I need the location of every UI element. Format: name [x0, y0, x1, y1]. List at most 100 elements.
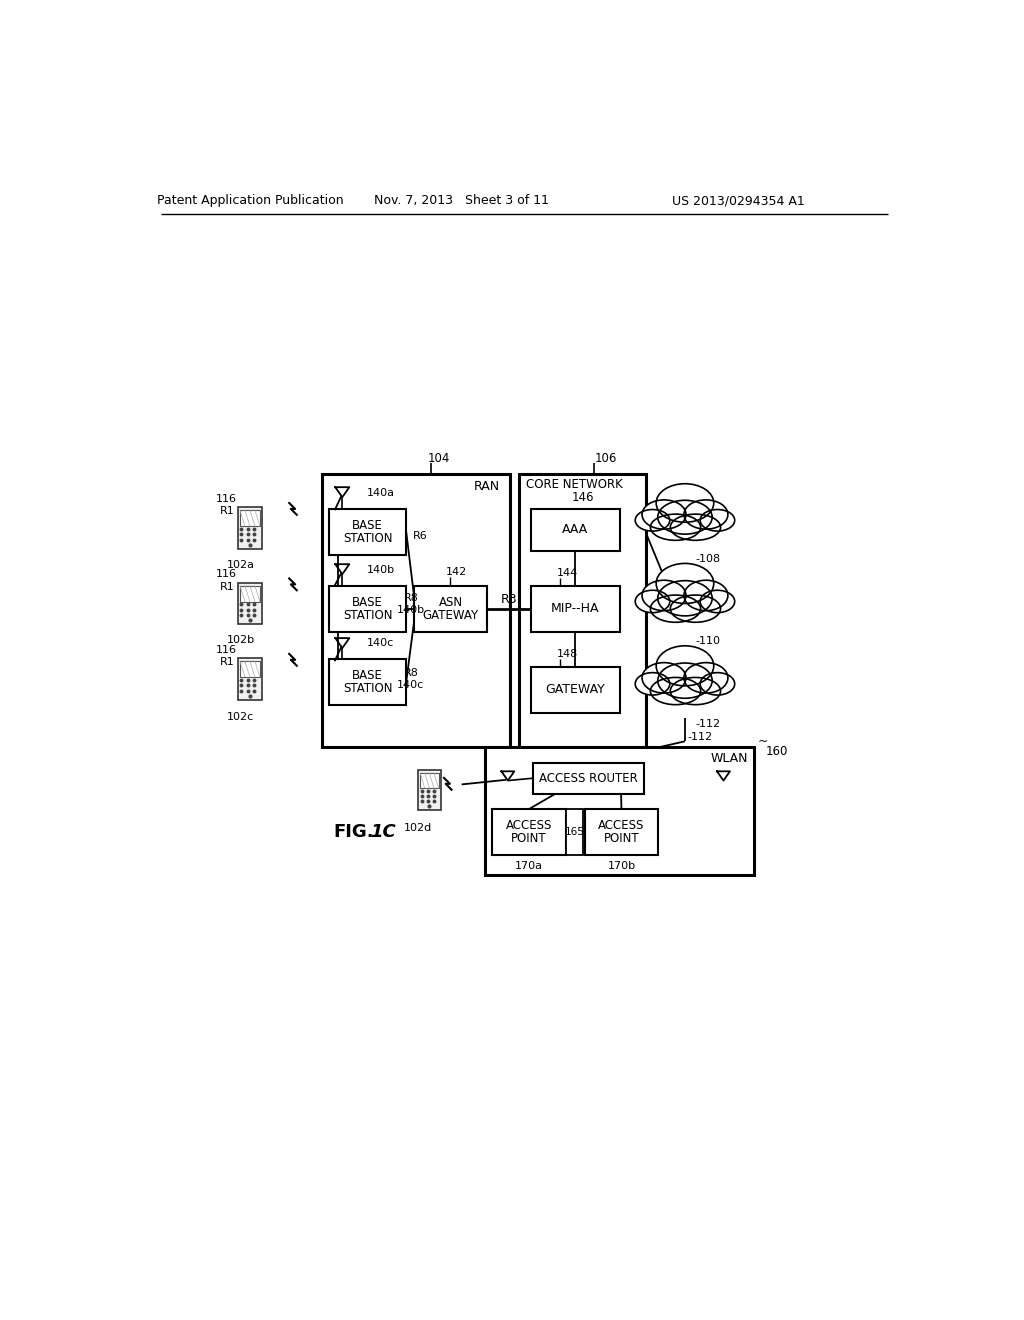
Text: R6: R6: [413, 531, 427, 541]
Bar: [493, 809, 565, 855]
Ellipse shape: [700, 510, 734, 531]
Text: -110: -110: [695, 636, 721, 647]
Text: BASE: BASE: [352, 669, 383, 682]
Ellipse shape: [635, 590, 670, 612]
Ellipse shape: [642, 663, 686, 693]
Text: 140b: 140b: [367, 565, 395, 574]
Bar: [519, 474, 646, 747]
Text: ACCESS: ACCESS: [506, 820, 552, 833]
Ellipse shape: [700, 590, 734, 612]
Text: POINT: POINT: [603, 832, 639, 845]
Text: 106: 106: [595, 453, 617, 465]
Bar: [418, 770, 441, 809]
Bar: [484, 747, 755, 874]
Ellipse shape: [671, 513, 721, 540]
Text: STATION: STATION: [343, 681, 392, 694]
Text: 140b: 140b: [396, 606, 425, 615]
Bar: [420, 774, 438, 788]
Text: 165: 165: [565, 828, 585, 837]
Text: 1C: 1C: [371, 824, 396, 841]
Text: 142: 142: [446, 566, 467, 577]
Ellipse shape: [635, 673, 670, 696]
Bar: [322, 474, 510, 747]
Bar: [330, 508, 407, 554]
Ellipse shape: [657, 500, 712, 535]
Ellipse shape: [656, 645, 714, 686]
Text: US 2013/0294354 A1: US 2013/0294354 A1: [673, 194, 805, 207]
Text: CORE NETWORK: CORE NETWORK: [525, 478, 623, 491]
Bar: [532, 763, 644, 793]
Bar: [240, 661, 260, 677]
Text: NETWORKS: NETWORKS: [649, 677, 721, 690]
Text: Patent Application Publication: Patent Application Publication: [157, 194, 343, 207]
Text: ASN: ASN: [438, 597, 463, 610]
Ellipse shape: [671, 677, 721, 705]
Text: ~: ~: [758, 735, 769, 748]
Text: BASE: BASE: [352, 597, 383, 610]
Text: 170b: 170b: [607, 861, 636, 871]
Text: AAA: AAA: [562, 524, 589, 536]
Text: 116: 116: [216, 494, 238, 504]
Text: 102b: 102b: [226, 635, 255, 645]
Ellipse shape: [642, 500, 686, 529]
Text: Nov. 7, 2013   Sheet 3 of 11: Nov. 7, 2013 Sheet 3 of 11: [374, 194, 549, 207]
Text: 144: 144: [557, 569, 579, 578]
Text: MIP--HA: MIP--HA: [551, 602, 599, 615]
Bar: [238, 582, 262, 624]
Bar: [531, 586, 620, 632]
Text: R1: R1: [219, 657, 234, 667]
Text: OTHER: OTHER: [664, 667, 707, 680]
Text: STATION: STATION: [343, 609, 392, 622]
Ellipse shape: [642, 581, 686, 611]
Ellipse shape: [650, 677, 700, 705]
Text: 104: 104: [428, 453, 451, 465]
Text: GATEWAY: GATEWAY: [423, 609, 478, 622]
Bar: [330, 586, 407, 632]
Text: POINT: POINT: [511, 832, 547, 845]
Bar: [414, 586, 487, 632]
Text: 170a: 170a: [515, 861, 543, 871]
Ellipse shape: [656, 483, 714, 523]
Ellipse shape: [656, 564, 714, 603]
Text: PSTN: PSTN: [669, 510, 701, 523]
Ellipse shape: [657, 663, 712, 698]
Text: R8: R8: [403, 593, 418, 603]
Text: INTERNET: INTERNET: [653, 590, 716, 603]
Text: -112: -112: [695, 718, 721, 729]
Text: 146: 146: [571, 491, 594, 504]
Ellipse shape: [650, 513, 700, 540]
Text: 102a: 102a: [226, 560, 255, 570]
Text: 140a: 140a: [367, 487, 395, 498]
Bar: [238, 659, 262, 700]
Text: -108: -108: [695, 554, 721, 564]
Bar: [585, 809, 658, 855]
Text: R8: R8: [403, 668, 418, 677]
Ellipse shape: [635, 510, 670, 531]
Text: 140c: 140c: [367, 639, 394, 648]
Bar: [240, 511, 260, 527]
Text: BASE: BASE: [352, 519, 383, 532]
Ellipse shape: [684, 581, 728, 611]
Text: STATION: STATION: [343, 532, 392, 545]
Text: ACCESS: ACCESS: [598, 820, 645, 833]
Text: 160: 160: [766, 744, 788, 758]
Ellipse shape: [684, 663, 728, 693]
Text: FIG.: FIG.: [334, 824, 374, 841]
Text: R3: R3: [501, 593, 517, 606]
Bar: [531, 508, 620, 552]
Bar: [240, 586, 260, 602]
Text: 140c: 140c: [397, 680, 425, 690]
Bar: [531, 667, 620, 713]
Text: -112: -112: [688, 733, 713, 742]
Bar: [330, 659, 407, 705]
Bar: [238, 507, 262, 549]
Text: 148: 148: [557, 649, 579, 659]
Text: GATEWAY: GATEWAY: [546, 684, 605, 696]
Text: 116: 116: [216, 644, 238, 655]
Ellipse shape: [700, 673, 734, 696]
Text: ACCESS ROUTER: ACCESS ROUTER: [539, 772, 638, 785]
Text: WLAN: WLAN: [711, 751, 749, 764]
Ellipse shape: [657, 581, 712, 616]
Text: R1: R1: [219, 506, 234, 516]
Ellipse shape: [671, 595, 721, 622]
